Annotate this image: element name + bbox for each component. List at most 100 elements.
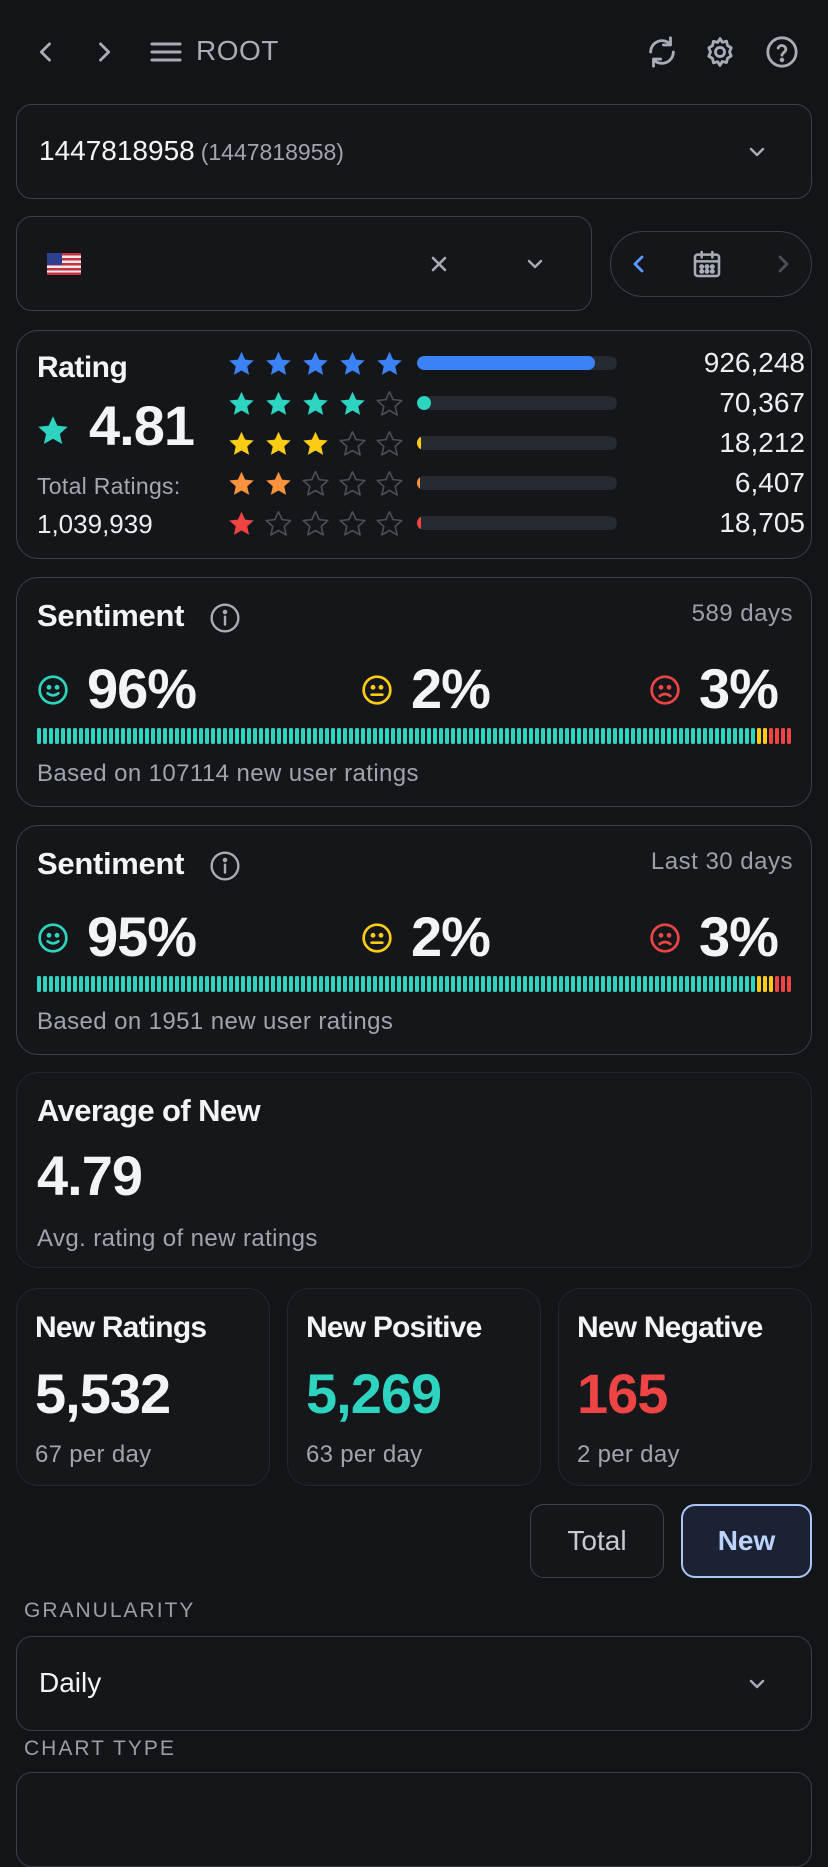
sentiment-bar: [37, 728, 791, 744]
forward-icon[interactable]: [86, 34, 122, 70]
star-icon: [303, 431, 328, 455]
sentiment-period: 589 days: [691, 600, 793, 627]
calendar-icon[interactable]: [691, 248, 723, 280]
sentiment-segment: [349, 728, 353, 744]
granularity-select[interactable]: Daily: [16, 1636, 812, 1731]
sentiment-segment: [271, 728, 275, 744]
sentiment-segment: [475, 728, 479, 744]
sentiment-segment: [241, 728, 245, 744]
sentiment-segment: [505, 728, 509, 744]
clear-icon[interactable]: [427, 252, 451, 276]
sentiment-segment: [643, 976, 647, 992]
sentiment-segment: [109, 728, 113, 744]
sentiment-segment: [595, 728, 599, 744]
sentiment-segment: [433, 728, 437, 744]
sentiment-segment: [199, 976, 203, 992]
sentiment-segment: [163, 728, 167, 744]
sentiment-segment: [763, 976, 767, 992]
sentiment-segment: [721, 976, 725, 992]
sentiment-segment: [775, 728, 779, 744]
app-selector[interactable]: 1447818958 (1447818958): [16, 104, 812, 199]
page-title[interactable]: ROOT: [196, 35, 279, 66]
menu-icon[interactable]: [148, 34, 184, 70]
country-selector[interactable]: [16, 216, 592, 311]
negative-percent: 3%: [699, 657, 779, 720]
star-icon: [229, 351, 254, 375]
rating-row-2-star: 6,407: [225, 467, 805, 499]
sentiment-segment: [319, 728, 323, 744]
new-toggle-button[interactable]: New: [681, 1504, 812, 1578]
sentiment-segment: [751, 728, 755, 744]
sentiment-segment: [493, 728, 497, 744]
sentiment-segment: [193, 976, 197, 992]
sentiment-segment: [361, 728, 365, 744]
sentiment-segment: [547, 976, 551, 992]
sentiment-segment: [547, 728, 551, 744]
average-value: 4.79: [37, 1144, 143, 1207]
rating-bar-fill: [417, 476, 420, 490]
sentiment-segment: [775, 976, 779, 992]
sentiment-segment: [673, 976, 677, 992]
sentiment-segment: [205, 976, 209, 992]
negative-face-icon: [650, 923, 680, 953]
help-icon[interactable]: [764, 34, 800, 70]
rating-bar: [417, 516, 617, 530]
info-icon[interactable]: [209, 602, 241, 634]
sentiment-segment: [577, 976, 581, 992]
refresh-icon[interactable]: [644, 34, 680, 70]
sentiment-segment: [607, 728, 611, 744]
sentiment-segment: [613, 728, 617, 744]
sentiment-segment: [619, 976, 623, 992]
sentiment-segment: [421, 728, 425, 744]
stat-title: New Positive: [306, 1311, 482, 1344]
sentiment-segment: [643, 728, 647, 744]
sentiment-segment: [355, 976, 359, 992]
info-icon[interactable]: [209, 850, 241, 882]
total-toggle-button[interactable]: Total: [530, 1504, 664, 1578]
sentiment-segment: [733, 976, 737, 992]
rating-bar: [417, 396, 617, 410]
gear-icon[interactable]: [702, 34, 738, 70]
next-date-icon[interactable]: [771, 252, 795, 276]
sentiment-segment: [343, 976, 347, 992]
sentiment-segment: [709, 728, 713, 744]
sentiment-segment: [679, 976, 683, 992]
previous-date-icon[interactable]: [627, 252, 651, 276]
sentiment-segment: [247, 728, 251, 744]
star-icon: [377, 351, 402, 375]
sentiment-segment: [433, 976, 437, 992]
stat-title: New Ratings: [35, 1311, 207, 1344]
star-icon: [266, 471, 291, 495]
sentiment-segment: [379, 728, 383, 744]
sentiment-segment: [637, 728, 641, 744]
sentiment-segment: [37, 976, 41, 992]
average-new-card: Average of New 4.79 Avg. rating of new r…: [16, 1072, 812, 1268]
sentiment-period: Last 30 days: [650, 848, 793, 875]
sentiment-segment: [319, 976, 323, 992]
sentiment-segment: [301, 728, 305, 744]
sentiment-segment: [619, 728, 623, 744]
sentiment-segment: [337, 728, 341, 744]
sentiment-segment: [757, 728, 761, 744]
neutral-percent: 2%: [411, 657, 491, 720]
sentiment-segment: [571, 976, 575, 992]
sentiment-segment: [697, 728, 701, 744]
sentiment-title: Sentiment: [37, 846, 185, 881]
sentiment-segment: [235, 728, 239, 744]
sentiment-segment: [655, 976, 659, 992]
sentiment-segment: [559, 728, 563, 744]
rating-count: 6,407: [734, 467, 805, 498]
neutral-percent: 2%: [411, 905, 491, 968]
stat-subtitle: 2 per day: [577, 1441, 680, 1468]
chart-type-select[interactable]: [16, 1772, 812, 1867]
back-icon[interactable]: [28, 34, 64, 70]
app-id: 1447818958: [39, 135, 195, 166]
rating-bar-fill: [417, 516, 421, 530]
sentiment-segment: [787, 728, 791, 744]
sentiment-segment: [289, 728, 293, 744]
sentiment-segment: [403, 976, 407, 992]
sentiment-segment: [157, 976, 161, 992]
sentiment-segment: [439, 728, 443, 744]
sentiment-segment: [523, 976, 527, 992]
sentiment-segment: [511, 976, 515, 992]
